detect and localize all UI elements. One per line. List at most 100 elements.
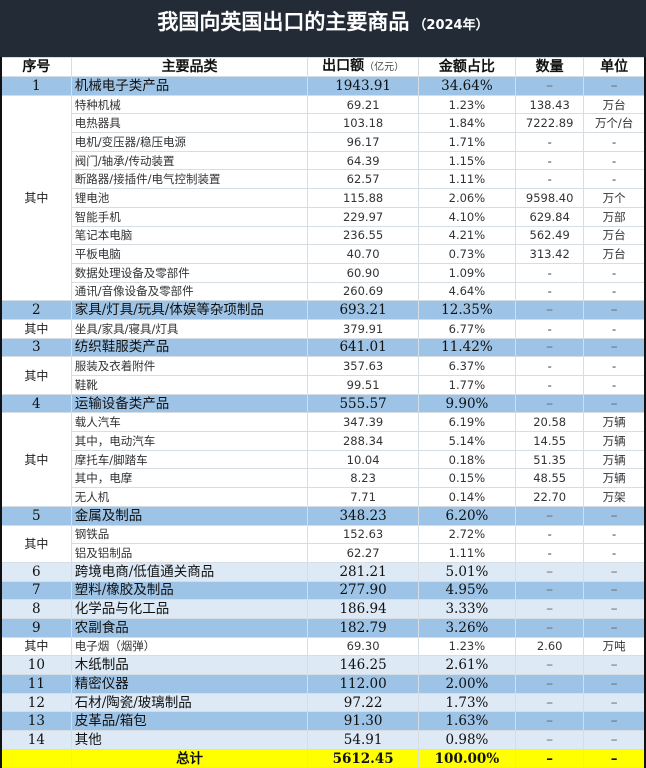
category-name: 塑料/橡胶及制品 [70,580,309,601]
subcategory-row: 电热器具 103.18 1.84% 7222.89 万个/台 [1,113,646,134]
unit: 万台 [583,94,646,115]
subcategory-name: 铝及铝制品 [70,543,309,563]
unit: - [583,524,646,545]
total-label: 总计 [70,748,309,768]
subcategory-row: 鞋靴 99.51 1.77% - - [1,375,646,395]
quantity: - [515,150,585,171]
amount-share: 2.61% [417,655,517,675]
subcategory-row: 其中，电动汽车 288.34 5.14% 14.55 万辆 [1,431,646,451]
quantity: - [515,356,585,376]
quantity: 313.42 [515,244,585,264]
subcategory-row: 铝及铝制品 62.27 1.11% - - [1,543,646,563]
unit: 万台 [583,225,646,246]
category-row: 5 金属及制品 348.23 6.20% – – [0,505,646,526]
amount-share: 1.11% [417,169,517,190]
amount-share: 4.64% [417,281,517,302]
unit: 万台 [583,244,646,264]
amount-share: 0.14% [417,487,517,507]
export-amount: 357.63 [307,356,419,376]
unit: - [583,150,646,171]
export-amount: 60.90 [307,262,419,283]
unit: – [583,393,646,414]
subcategory-row: 电机/变压器/稳压电源 96.17 1.71% - - [1,132,646,152]
amount-share: 1.09% [417,262,517,283]
row-index: 11 [0,674,72,694]
category-row: 12 石材/陶瓷/玻璃制品 97.22 1.73% – – [0,692,646,713]
export-amount: 152.63 [307,524,419,545]
export-amount: 186.94 [307,599,419,619]
amount-share: 2.72% [417,524,517,545]
unit: - [583,281,646,302]
row-index: 6 [0,561,72,582]
category-name: 农副食品 [70,617,309,638]
quantity: - [515,318,585,339]
subcategory-name: 特种机械 [70,94,309,115]
subcategory-name: 坐具/家具/寝具/灯具 [70,318,309,339]
unit: 万辆 [583,431,646,451]
amount-share: 4.10% [417,206,517,227]
category-name: 机械电子类产品 [70,76,309,96]
total-quantity: – [515,748,585,768]
export-amount: 54.91 [307,730,419,750]
quantity: 14.55 [515,431,585,451]
total-index-empty [0,748,72,768]
amount-share: 0.73% [417,244,517,264]
subcategory-row: 锂电池 115.88 2.06% 9598.40 万个 [1,188,646,208]
export-amount: 40.70 [307,244,419,264]
unit: - [583,262,646,283]
row-index: 7 [0,580,72,601]
amount-share: 4.95% [417,580,517,601]
amount-share: 3.26% [417,617,517,638]
total-row: 总计 5612.45 100.00% – – [0,748,646,768]
header-unit: 单位 [583,57,646,77]
amount-share: 6.19% [417,412,517,433]
subcategory-name: 其中，电摩 [70,468,309,489]
export-amount: 7.71 [307,487,419,507]
export-amount: 288.34 [307,431,419,451]
export-amount: 97.22 [307,692,419,713]
table-header: 序号 主要品类 出口额（亿元） 金额占比 数量 单位 [0,57,646,77]
subcategory-name: 其中，电动汽车 [70,431,309,451]
amount-share: 1.63% [417,711,517,732]
row-index: 1 [0,76,72,96]
export-table: 序号 主要品类 出口额（亿元） 金额占比 数量 单位 1 机械电子类产品 1943.… [0,57,646,768]
unit: - [583,132,646,152]
category-name: 家具/灯具/玩具/体娱等杂项制品 [70,300,309,320]
sub-label: 其中 [0,412,72,507]
title-bar: 我国向英国出口的主要商品 （2024年） [0,0,646,57]
header-amount: 出口额（亿元） [307,57,419,77]
row-index: 3 [0,337,72,358]
quantity: – [515,617,585,638]
page-title: 我国向英国出口的主要商品 [157,10,410,34]
category-row: 13 皮革品/箱包 91.30 1.63% – – [0,711,646,732]
subcategory-row: 智能手机 229.97 4.10% 629.84 万部 [1,206,646,227]
quantity: 7222.89 [515,113,585,134]
amount-share: 1.73% [417,692,517,713]
subcategory-name: 通讯/音像设备及零部件 [70,281,309,302]
amount-share: 9.90% [417,393,517,414]
quantity: – [515,674,585,694]
amount-share: 3.33% [417,599,517,619]
category-name: 化学品与化工品 [70,599,309,619]
unit: - [583,375,646,395]
total-amount: 5612.45 [307,748,419,768]
amount-share: 1.77% [417,375,517,395]
row-index: 8 [0,599,72,619]
subcategory-name: 服装及衣着附件 [70,356,309,376]
subcategory-name: 电子烟（烟弹） [70,636,309,657]
export-amount: 260.69 [307,281,419,302]
unit: – [583,674,646,694]
quantity: – [515,692,585,713]
row-index: 10 [0,655,72,675]
subcategory-row: 断路器/接插件/电气控制装置 62.57 1.11% - - [1,169,646,190]
unit: - [583,169,646,190]
category-row: 9 农副食品 182.79 3.26% – – [0,617,646,638]
unit: - [583,356,646,376]
row-index: 4 [0,393,72,414]
subcategory-row: 平板电脑 40.70 0.73% 313.42 万台 [1,244,646,264]
quantity: 9598.40 [515,188,585,208]
row-index: 13 [0,711,72,732]
quantity: - [515,169,585,190]
unit: 万个 [583,188,646,208]
unit: – [583,561,646,582]
